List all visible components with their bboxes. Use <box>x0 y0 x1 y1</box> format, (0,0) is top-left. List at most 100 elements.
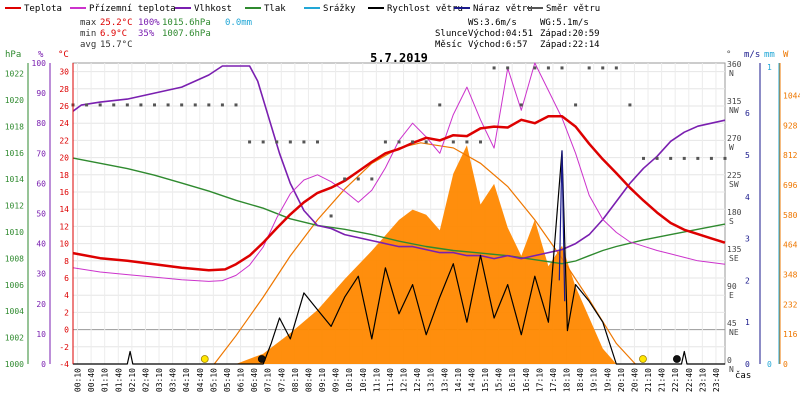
x-tick-label: 22:10 <box>671 368 680 392</box>
wind-dir-point <box>492 66 496 70</box>
temp-tick: 4 <box>64 291 69 300</box>
rain-total: 0.0mm <box>225 18 252 28</box>
sun-label: Slunce <box>435 29 468 39</box>
x-tick-label: 09:40 <box>332 368 341 392</box>
wind-dir-point <box>411 140 415 144</box>
wind-dir-point <box>601 66 605 70</box>
x-tick-label: 03:40 <box>169 368 178 392</box>
x-tick-label: 19:10 <box>590 368 599 392</box>
solar-tick: 928 <box>783 121 798 130</box>
x-tick-label: 20:10 <box>617 368 626 392</box>
wind-dir-point <box>587 66 591 70</box>
series-hum-line <box>72 65 726 260</box>
legend-rain-label: Srážky <box>323 4 356 14</box>
temp-tick: 0 <box>64 326 69 335</box>
wind-dir-point <box>628 103 632 107</box>
series-wind-line <box>558 150 566 302</box>
wind-dir-point <box>207 103 211 107</box>
dir-tick: 180 <box>727 208 742 217</box>
hum-tick: 0 <box>41 360 46 369</box>
wind-dir-point <box>248 140 252 144</box>
wind-tick: 6 <box>745 109 750 118</box>
hum-unit: % <box>38 50 44 60</box>
axis-unit-labels: hPa % °C ° m/s mm W čas <box>5 50 789 381</box>
wind-dir-point <box>112 103 116 107</box>
moonset: Západ:22:14 <box>540 40 600 50</box>
wind-dir-point <box>370 177 374 181</box>
x-tick-label: 01:40 <box>114 368 123 392</box>
wind-tick: 1 <box>745 318 750 327</box>
x-tick-label: 08:40 <box>304 368 313 392</box>
rain-unit: mm <box>764 50 775 60</box>
moon-label: Měsíc <box>435 40 462 50</box>
x-tick-label: 23:10 <box>698 368 707 392</box>
wind-dir-point <box>166 103 170 107</box>
wind-tick: 4 <box>745 193 750 202</box>
wind-dir-point <box>220 103 224 107</box>
wind-dir-point <box>479 140 482 144</box>
legend: Teplota Přízemní teplota Vlhkost Tlak Srážky… <box>5 4 600 14</box>
hum-tick: 50 <box>36 210 46 219</box>
x-axis-label: čas <box>735 370 751 381</box>
x-tick-label: 15:10 <box>481 368 490 392</box>
press-tick: 1010 <box>5 228 24 237</box>
x-tick-label: 14:10 <box>454 368 463 392</box>
hum-tick: 40 <box>36 240 46 249</box>
wind-dir-point <box>642 156 645 160</box>
temp-tick: 22 <box>59 136 69 145</box>
x-tick-label: 18:10 <box>563 368 572 392</box>
moonrise: Východ:6:57 <box>468 40 528 50</box>
x-tick-label: 02:40 <box>141 368 150 392</box>
hum-tick: 80 <box>36 119 46 128</box>
x-tick-label: 07:40 <box>277 368 286 392</box>
x-tick-label: 16:40 <box>522 368 531 392</box>
wind-dir-point <box>288 140 292 144</box>
avg-label: avg <box>80 40 96 50</box>
press-tick: 1004 <box>5 307 24 316</box>
press-tick: 1018 <box>5 122 24 131</box>
wind-dir-point <box>316 140 319 144</box>
wind-dir-point <box>234 103 238 107</box>
x-tick-label: 21:40 <box>658 368 667 392</box>
x-tick-label: 14:40 <box>467 368 476 392</box>
series-temp-line <box>72 115 726 272</box>
press-unit: hPa <box>5 50 21 60</box>
wind-dir-point <box>356 177 360 181</box>
wind-dir-point <box>451 140 455 144</box>
wind-dir-point <box>193 103 197 107</box>
wind-dir-point <box>383 140 387 144</box>
wind-dir-point <box>723 156 727 160</box>
x-tick-label: 20:40 <box>630 368 639 392</box>
temp-tick: 14 <box>59 205 69 214</box>
x-tick-label: 22:40 <box>685 368 694 392</box>
avg-temp: 15.7°C <box>100 40 133 50</box>
dir-tick: 315 <box>727 97 742 106</box>
dir-unit: ° <box>726 50 731 60</box>
x-tick-label: 21:10 <box>644 368 653 392</box>
x-tick-label: 10:40 <box>359 368 368 392</box>
wind-dir-point <box>709 156 713 160</box>
rain-tick: 0 <box>767 360 772 369</box>
x-tick-label: 18:40 <box>576 368 585 392</box>
wind-dir-point <box>424 140 428 144</box>
x-tick-label: 13:10 <box>427 368 436 392</box>
solar-radiation <box>213 142 636 365</box>
x-tick-label: 11:40 <box>386 368 395 392</box>
sunset: Západ:20:59 <box>540 29 600 39</box>
dir-compass: SE <box>729 254 739 263</box>
grid <box>72 62 726 365</box>
temp-tick: 6 <box>64 274 69 283</box>
wind-dir-point <box>125 103 129 107</box>
dir-compass: N <box>729 365 734 374</box>
dir-tick: 360 <box>727 60 742 69</box>
min-temp: 6.9°C <box>100 29 127 39</box>
wind-dir-point <box>329 214 333 218</box>
wind-dir-point <box>574 103 578 107</box>
x-tick-label: 17:10 <box>535 368 544 392</box>
dir-tick: 45 <box>727 319 737 328</box>
hum-tick: 100 <box>32 59 47 68</box>
wind-tick: 3 <box>745 235 750 244</box>
wind-dir-point <box>519 103 523 107</box>
wind-dir-point <box>275 140 279 144</box>
